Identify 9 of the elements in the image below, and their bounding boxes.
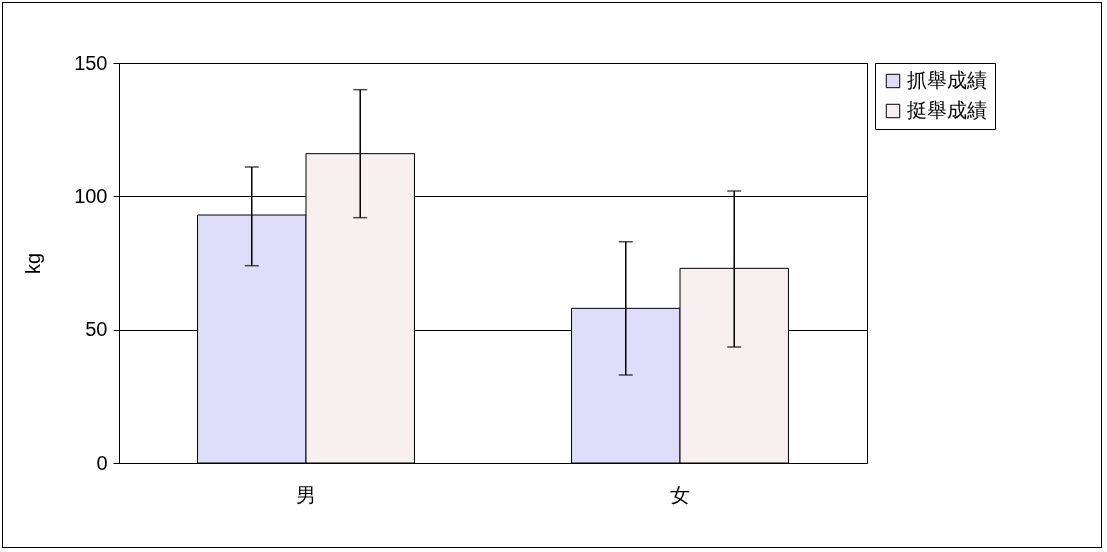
x-tick-label: 男 (296, 483, 316, 506)
y-tick-label: 100 (74, 184, 108, 207)
legend-label: 抓舉成績 (907, 69, 987, 91)
x-tick-label: 女 (670, 483, 690, 506)
y-axis-title: kg (22, 252, 45, 275)
y-tick-label: 150 (74, 51, 108, 74)
y-tick-label: 50 (85, 318, 108, 341)
legend-label: 挺舉成績 (907, 99, 987, 121)
y-tick-label: 0 (96, 451, 108, 474)
